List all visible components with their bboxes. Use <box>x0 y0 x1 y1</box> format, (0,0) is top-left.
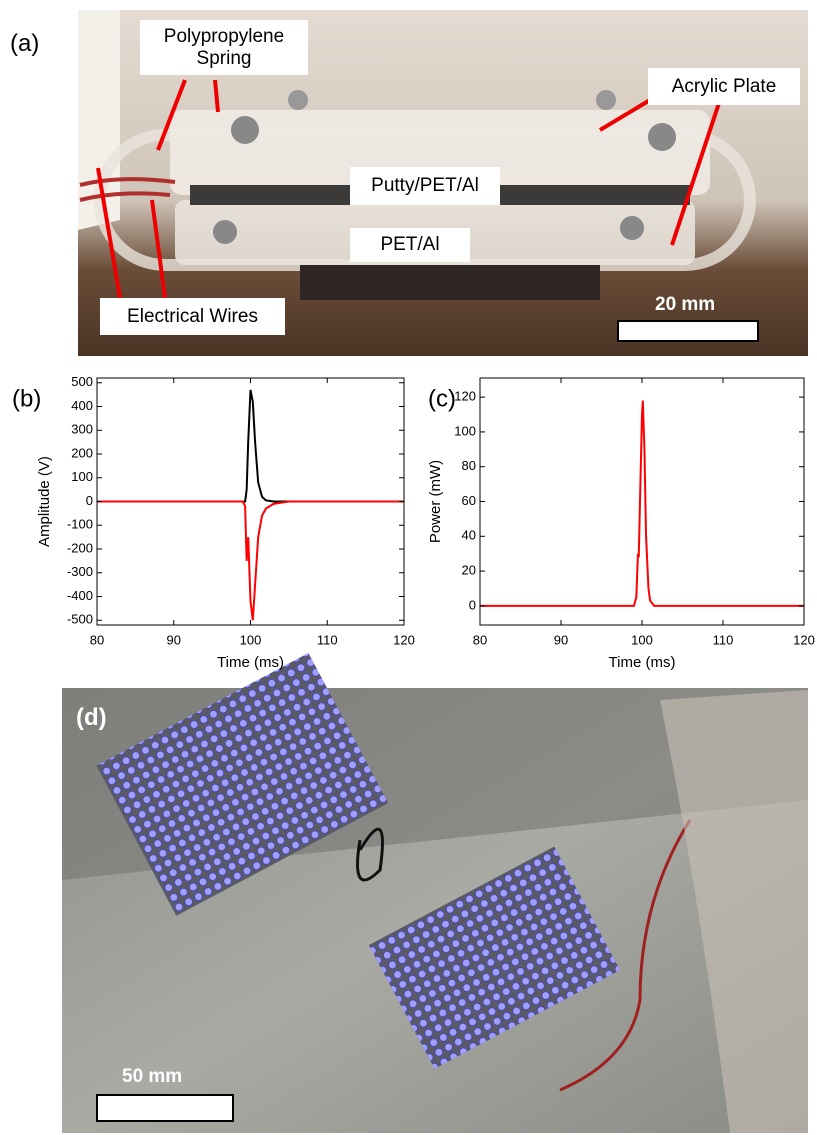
x-tick-label: 80 <box>473 632 487 647</box>
page: (b) 80 90 100 110 120 -500 -400 -300 -200 -100 0 100… <box>0 0 817 1135</box>
y-tick-label: 300 <box>71 422 93 437</box>
y-tick-label: 40 <box>462 528 476 543</box>
scale-bar <box>617 320 759 342</box>
y-axis-label: Power (mW) <box>427 460 444 543</box>
y-axis-label: Amplitude (V) <box>36 456 53 547</box>
x-axis-label: Time (ms) <box>217 654 284 671</box>
annotation: PET/Al <box>350 228 470 262</box>
scale-bar-label: 50 mm <box>122 1066 182 1088</box>
y-tick-label: -100 <box>67 517 93 532</box>
y-tick-label: -300 <box>67 564 93 579</box>
y-tick-label: 0 <box>469 597 476 612</box>
x-tick-label: 110 <box>713 632 734 647</box>
panel-label: (a) <box>10 30 39 58</box>
scale-bar-label: 20 mm <box>655 294 715 316</box>
x-tick-label: 120 <box>393 632 415 647</box>
x-tick-label: 80 <box>90 632 104 647</box>
y-tick-label: 500 <box>71 374 93 389</box>
series-line <box>97 502 404 621</box>
annotation: Acrylic Plate <box>648 68 800 105</box>
x-tick-label: 90 <box>554 632 568 647</box>
y-tick-label: -200 <box>67 540 93 555</box>
y-tick-label: 200 <box>71 445 93 460</box>
series-line <box>97 390 404 502</box>
y-tick-label: -500 <box>67 612 93 627</box>
x-tick-label: 120 <box>793 632 815 647</box>
y-tick-label: 60 <box>462 493 476 508</box>
photo-d <box>62 653 808 1133</box>
scale-bar <box>96 1094 234 1122</box>
annotation: Polypropylene Spring <box>140 20 308 75</box>
series-line <box>480 401 804 606</box>
y-tick-label: 400 <box>71 398 93 413</box>
y-tick-label: -400 <box>67 588 93 603</box>
annotation: Electrical Wires <box>100 298 285 335</box>
y-tick-label: 20 <box>462 563 476 578</box>
panel-label: (d) <box>76 704 107 732</box>
x-tick-label: 100 <box>631 632 653 647</box>
x-tick-label: 100 <box>240 632 262 647</box>
panel-label: (c) <box>428 385 456 412</box>
x-tick-label: 110 <box>317 632 338 647</box>
y-tick-label: 80 <box>462 458 476 473</box>
y-tick-label: 0 <box>86 493 93 508</box>
annotation: Putty/PET/Al <box>350 167 500 205</box>
x-axis-label: Time (ms) <box>609 654 676 671</box>
y-tick-label: 120 <box>454 389 476 404</box>
y-tick-label: 100 <box>71 469 93 484</box>
y-tick-label: 100 <box>454 423 476 438</box>
x-tick-label: 90 <box>167 632 181 647</box>
panel-label: (b) <box>12 385 41 412</box>
